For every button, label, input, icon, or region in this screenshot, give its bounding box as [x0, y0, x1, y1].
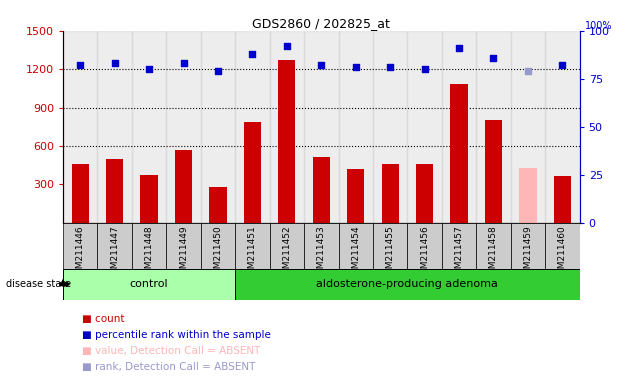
Point — [351, 64, 361, 70]
Text: ■ value, Detection Call = ABSENT: ■ value, Detection Call = ABSENT — [82, 346, 260, 356]
Point — [248, 51, 258, 57]
Text: GSM211448: GSM211448 — [145, 225, 154, 280]
Bar — [347, 169, 364, 223]
Bar — [382, 164, 399, 223]
Text: aldosterone-producing adenoma: aldosterone-producing adenoma — [316, 279, 498, 289]
Bar — [235, 223, 270, 269]
Bar — [312, 157, 330, 223]
Bar — [98, 31, 132, 223]
Bar — [72, 164, 89, 223]
Bar — [175, 151, 192, 223]
Bar — [244, 122, 261, 223]
Bar — [408, 31, 442, 223]
Point — [488, 55, 498, 61]
Bar — [270, 223, 304, 269]
Bar — [166, 31, 201, 223]
Bar — [235, 269, 580, 300]
Bar — [106, 159, 123, 223]
Text: GSM211449: GSM211449 — [179, 225, 188, 280]
Text: GSM211452: GSM211452 — [282, 225, 291, 280]
Text: ■ count: ■ count — [82, 314, 124, 324]
Bar — [450, 84, 467, 223]
Bar — [338, 223, 373, 269]
Text: GSM211457: GSM211457 — [455, 225, 464, 280]
Bar — [132, 223, 166, 269]
Bar — [63, 223, 98, 269]
Bar — [166, 223, 201, 269]
Bar — [554, 176, 571, 223]
Bar — [132, 31, 166, 223]
Point — [385, 64, 395, 70]
Text: GSM211450: GSM211450 — [214, 225, 222, 280]
Text: GSM211459: GSM211459 — [524, 225, 532, 280]
Bar — [209, 187, 227, 223]
Point — [420, 66, 430, 72]
Bar — [270, 31, 304, 223]
Text: ■ percentile rank within the sample: ■ percentile rank within the sample — [82, 330, 271, 340]
Bar — [140, 175, 158, 223]
Text: GSM211458: GSM211458 — [489, 225, 498, 280]
Text: GSM211456: GSM211456 — [420, 225, 429, 280]
Text: GSM211451: GSM211451 — [248, 225, 257, 280]
Bar — [235, 31, 270, 223]
Text: disease state: disease state — [6, 279, 71, 289]
Point — [523, 68, 533, 74]
Bar — [201, 31, 235, 223]
Bar — [63, 269, 235, 300]
Text: control: control — [130, 279, 168, 289]
Text: GSM211455: GSM211455 — [386, 225, 394, 280]
Point — [558, 62, 568, 68]
Bar — [304, 31, 338, 223]
Bar — [408, 223, 442, 269]
Point — [454, 45, 464, 51]
Bar — [545, 223, 580, 269]
Title: GDS2860 / 202825_at: GDS2860 / 202825_at — [253, 17, 390, 30]
Bar — [511, 223, 545, 269]
Bar — [373, 223, 408, 269]
Bar — [278, 60, 295, 223]
Bar — [98, 223, 132, 269]
Bar — [373, 31, 408, 223]
Bar — [485, 120, 502, 223]
Point — [282, 43, 292, 49]
Text: GSM211447: GSM211447 — [110, 225, 119, 280]
Bar — [416, 164, 433, 223]
Bar — [476, 223, 511, 269]
Bar — [338, 31, 373, 223]
Bar — [304, 223, 338, 269]
Text: 100%: 100% — [585, 21, 612, 31]
Text: GSM211446: GSM211446 — [76, 225, 84, 280]
Bar — [63, 31, 98, 223]
Bar — [442, 31, 476, 223]
Bar — [545, 31, 580, 223]
Bar — [476, 31, 511, 223]
Point — [213, 68, 223, 74]
Point — [144, 66, 154, 72]
Bar — [511, 31, 545, 223]
Text: ■ rank, Detection Call = ABSENT: ■ rank, Detection Call = ABSENT — [82, 362, 255, 372]
Point — [75, 62, 85, 68]
Text: GSM211460: GSM211460 — [558, 225, 567, 280]
Point — [178, 60, 188, 66]
Bar — [442, 223, 476, 269]
Bar — [519, 168, 537, 223]
Bar — [201, 223, 235, 269]
Text: GSM211453: GSM211453 — [317, 225, 326, 280]
Text: GSM211454: GSM211454 — [352, 225, 360, 280]
Point — [316, 62, 326, 68]
Point — [110, 60, 120, 66]
